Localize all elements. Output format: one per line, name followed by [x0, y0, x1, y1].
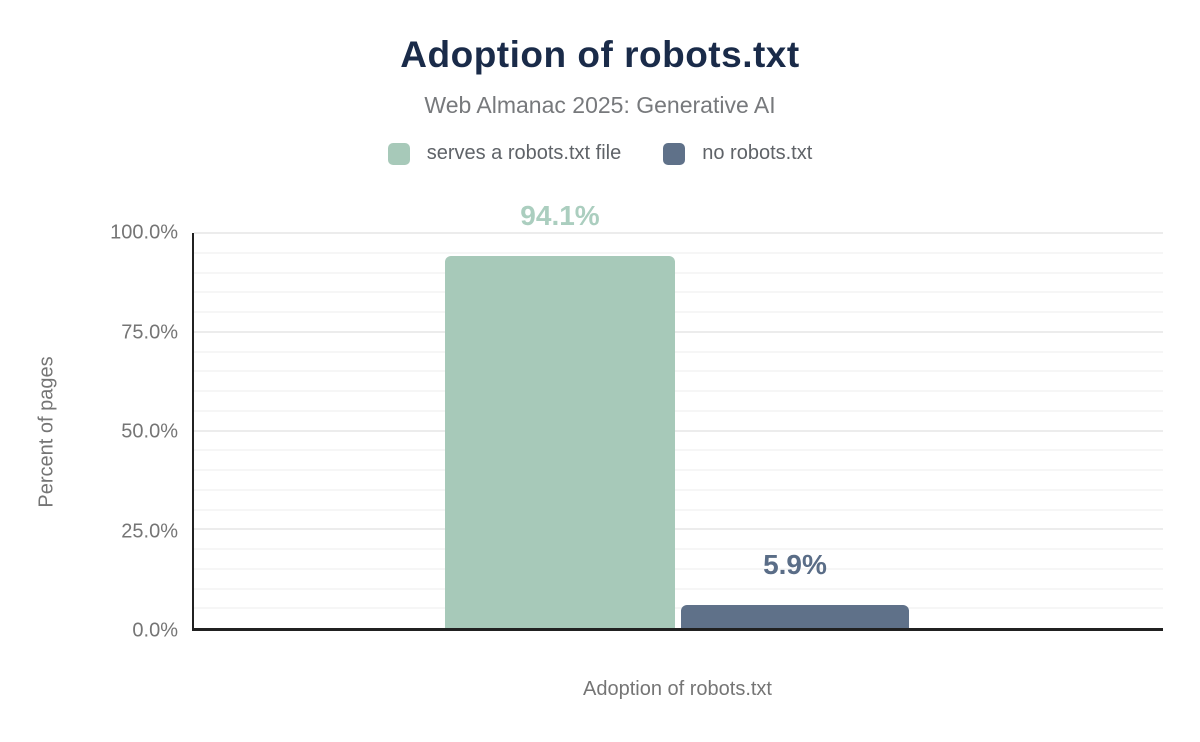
gridline: [194, 330, 1163, 333]
bar-value-label: 5.9%: [763, 548, 827, 580]
gridline: [194, 251, 1163, 254]
gridline: [194, 311, 1163, 313]
y-axis-ticks: 100.0% 75.0% 50.0% 25.0% 0.0%: [0, 222, 178, 642]
grid-layer: [194, 232, 1163, 628]
bar-1[interactable]: 5.9%: [681, 550, 909, 628]
y-tick-label: 75.0%: [121, 321, 178, 343]
legend-item-1[interactable]: no robots.txt: [663, 142, 812, 165]
gridline: [194, 350, 1163, 353]
y-tick-label: 100.0%: [110, 221, 178, 244]
gridline: [194, 370, 1163, 373]
legend-label: serves a robots.txt file: [426, 142, 622, 164]
y-tick-label: 25.0%: [121, 520, 178, 542]
legend: serves a robots.txt file no robots.txt: [0, 142, 1200, 165]
gridline: [194, 469, 1163, 471]
x-axis-title: Adoption of robots.txt: [582, 678, 772, 700]
legend-label: no robots.txt: [702, 142, 813, 164]
bar-0[interactable]: 94.1%: [445, 202, 675, 628]
gridline: [194, 548, 1163, 550]
gridline: [194, 232, 1163, 234]
gridline: [194, 508, 1163, 511]
chart-title: Adoption of robots.txt: [400, 34, 800, 75]
gridline: [194, 449, 1163, 452]
y-tick-label: 0.0%: [132, 619, 178, 642]
gridline: [194, 567, 1163, 570]
legend-item-0[interactable]: serves a robots.txt file: [387, 142, 622, 165]
gridline: [194, 390, 1163, 392]
gridline: [194, 587, 1163, 590]
plot-area: 94.1% 5.9%: [192, 202, 1163, 631]
gridline: [194, 607, 1163, 610]
legend-swatch-icon: [387, 142, 410, 165]
bar-value-label: 94.1%: [520, 200, 600, 232]
gridline: [194, 291, 1163, 294]
gridline: [194, 271, 1163, 274]
legend-swatch-icon: [663, 142, 686, 165]
chart-subtitle: Web Almanac 2025: Generative AI: [424, 92, 776, 118]
gridline: [194, 429, 1163, 432]
gridline: [194, 488, 1163, 491]
bars-layer: 94.1% 5.9%: [194, 202, 1163, 628]
y-tick-label: 50.0%: [121, 420, 178, 443]
gridline: [194, 409, 1163, 412]
gridline: [194, 528, 1163, 531]
